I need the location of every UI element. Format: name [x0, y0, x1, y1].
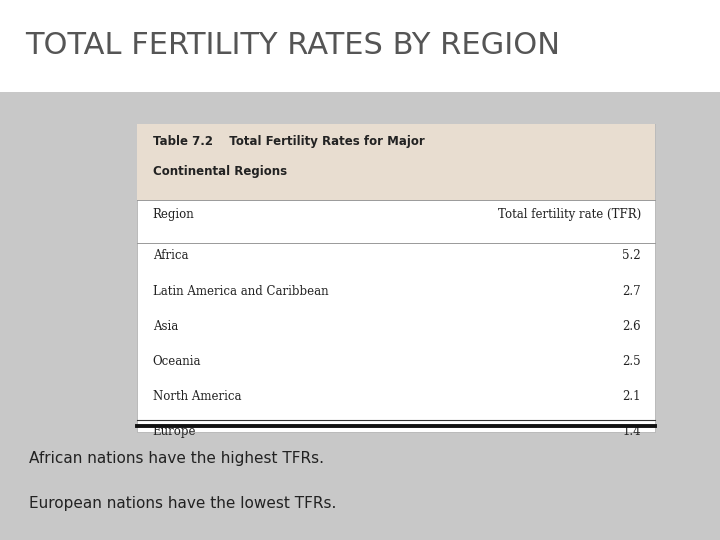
Text: 1.4: 1.4 [622, 425, 641, 438]
FancyBboxPatch shape [137, 124, 655, 432]
FancyBboxPatch shape [0, 0, 720, 92]
Text: 2.5: 2.5 [622, 355, 641, 368]
Text: 2.7: 2.7 [622, 285, 641, 298]
Text: North America: North America [153, 390, 241, 403]
Text: Latin America and Caribbean: Latin America and Caribbean [153, 285, 328, 298]
Text: 2.1: 2.1 [622, 390, 641, 403]
Text: 2.6: 2.6 [622, 320, 641, 333]
Text: TOTAL FERTILITY RATES BY REGION: TOTAL FERTILITY RATES BY REGION [25, 31, 560, 60]
FancyBboxPatch shape [137, 124, 655, 200]
Text: Europe: Europe [153, 425, 196, 438]
Text: Continental Regions: Continental Regions [153, 165, 287, 178]
Text: Region: Region [153, 208, 194, 221]
Text: African nations have the highest TFRs.: African nations have the highest TFRs. [29, 451, 324, 466]
Text: Oceania: Oceania [153, 355, 201, 368]
Text: 5.2: 5.2 [622, 249, 641, 262]
Text: Total Fertility Rates for Major: Total Fertility Rates for Major [221, 135, 425, 148]
Text: Table 7.2: Table 7.2 [153, 135, 212, 148]
Text: Africa: Africa [153, 249, 188, 262]
Text: Asia: Asia [153, 320, 178, 333]
Text: European nations have the lowest TFRs.: European nations have the lowest TFRs. [29, 496, 336, 511]
Text: Total fertility rate (TFR): Total fertility rate (TFR) [498, 208, 641, 221]
